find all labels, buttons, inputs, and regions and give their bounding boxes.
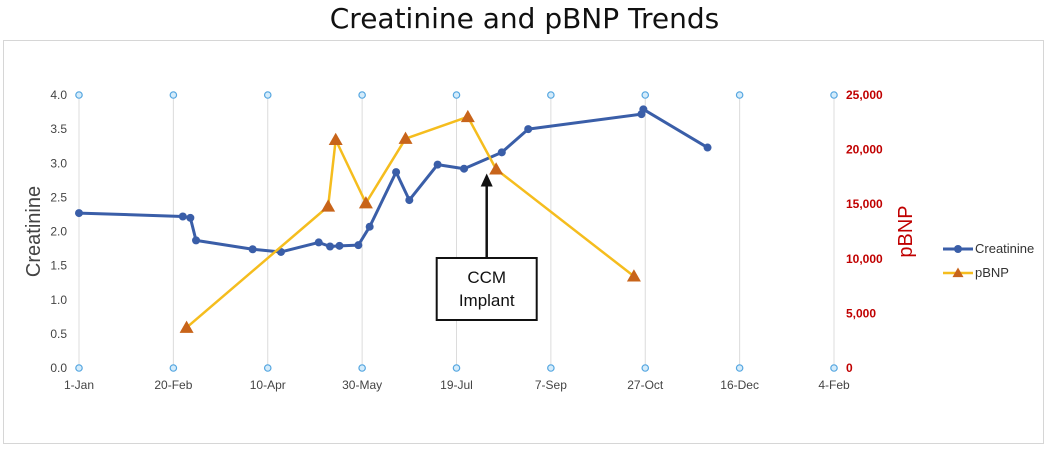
legend-label-pbnp: pBNP bbox=[975, 265, 1009, 280]
data-point-creatinine bbox=[314, 238, 323, 247]
data-point-creatinine bbox=[354, 241, 363, 250]
y-right-tick-label: 15,000 bbox=[846, 197, 883, 211]
grid-marker bbox=[358, 91, 366, 99]
data-point-pbnp bbox=[179, 320, 194, 333]
legend-marker-creatinine bbox=[954, 245, 962, 253]
series-line-pbnp bbox=[185, 115, 635, 329]
data-point-creatinine bbox=[248, 245, 257, 254]
grid-marker bbox=[358, 364, 366, 372]
data-point-creatinine bbox=[192, 236, 201, 245]
data-point-pbnp bbox=[328, 132, 343, 146]
y-left-tick-label: 1.0 bbox=[50, 293, 67, 307]
annotation-layer: CCM Implant bbox=[435, 173, 538, 321]
grid-layer bbox=[75, 91, 838, 372]
data-point-creatinine bbox=[405, 196, 414, 205]
grid-marker bbox=[169, 91, 178, 99]
data-point-pbnp bbox=[321, 199, 336, 212]
data-point-creatinine bbox=[75, 209, 83, 218]
x-tick-label: 7-Sep bbox=[535, 378, 567, 392]
grid-marker bbox=[641, 91, 650, 99]
x-tick-label: 16-Dec bbox=[720, 378, 759, 392]
grid-marker bbox=[452, 91, 461, 99]
chart-title: Creatinine and pBNP Trends bbox=[329, 2, 720, 35]
annotation-box bbox=[435, 257, 538, 321]
series-layer bbox=[75, 105, 712, 333]
data-point-creatinine bbox=[365, 222, 374, 231]
grid-marker bbox=[263, 91, 272, 99]
y-right-tick-label: 5,000 bbox=[846, 306, 876, 320]
y-left-tick-label: 2.5 bbox=[50, 190, 67, 204]
data-point-creatinine bbox=[460, 164, 469, 173]
y-left-axis-label: Creatinine bbox=[23, 186, 45, 277]
data-point-pbnp bbox=[489, 162, 504, 175]
x-tick-label: 30-May bbox=[342, 378, 382, 392]
y-left-tick-label: 4.0 bbox=[50, 88, 67, 102]
grid-marker bbox=[830, 364, 838, 372]
data-point-creatinine bbox=[433, 160, 442, 169]
x-tick-label: 4-Feb bbox=[818, 378, 850, 392]
data-point-pbnp bbox=[626, 269, 641, 282]
data-point-pbnp bbox=[358, 196, 373, 209]
grid-marker bbox=[547, 364, 555, 372]
chart-frame bbox=[3, 40, 1044, 444]
data-point-pbnp bbox=[460, 109, 475, 123]
data-point-creatinine bbox=[186, 213, 195, 222]
x-tick-label: 19-Jul bbox=[440, 378, 473, 392]
data-point-creatinine bbox=[178, 212, 187, 221]
data-point-creatinine bbox=[497, 148, 506, 157]
series-line-creatinine bbox=[78, 107, 709, 254]
data-point-creatinine bbox=[335, 241, 344, 250]
annotation-arrow-head bbox=[480, 173, 493, 187]
grid-marker bbox=[263, 364, 272, 372]
data-point-creatinine bbox=[703, 143, 712, 152]
annotation-text-line1: CCM bbox=[467, 268, 506, 287]
y-left-tick-label: 0.5 bbox=[50, 327, 67, 341]
grid-marker bbox=[735, 364, 744, 372]
x-tick-label: 27-Oct bbox=[627, 378, 664, 392]
x-tick-label: 1-Jan bbox=[64, 378, 94, 392]
y-left-tick-label: 0.0 bbox=[50, 361, 67, 375]
y-right-axis-label: pBNP bbox=[895, 205, 917, 257]
data-point-creatinine bbox=[392, 168, 401, 177]
y-right-tick-label: 20,000 bbox=[846, 143, 883, 157]
grid-marker bbox=[547, 91, 555, 99]
y-right-tick-label: 0 bbox=[846, 361, 853, 375]
legend-marker-pbnp bbox=[952, 267, 964, 278]
data-point-pbnp bbox=[398, 131, 413, 144]
y-left-tick-label: 3.5 bbox=[50, 122, 67, 136]
data-point-creatinine bbox=[326, 242, 335, 251]
data-point-creatinine bbox=[639, 105, 648, 114]
grid-marker bbox=[75, 364, 83, 372]
x-tick-label: 10-Apr bbox=[250, 378, 286, 392]
y-left-tick-label: 3.0 bbox=[50, 156, 67, 170]
grid-marker bbox=[735, 91, 744, 99]
legend-layer: Creatinine pBNP bbox=[943, 241, 1034, 280]
axis-layer: 1-Jan 20-Feb 10-Apr 30-May 19-Jul 7-Sep 27-Oct… bbox=[23, 88, 917, 392]
y-right-tick-label: 25,000 bbox=[846, 88, 883, 102]
y-left-tick-label: 2.0 bbox=[50, 225, 67, 239]
legend-label-creatinine: Creatinine bbox=[975, 241, 1034, 256]
grid-marker bbox=[169, 364, 178, 372]
annotation-text-line2: Implant bbox=[459, 291, 515, 310]
y-right-tick-label: 10,000 bbox=[846, 252, 883, 266]
grid-marker bbox=[75, 91, 83, 99]
x-tick-label: 20-Feb bbox=[154, 378, 192, 392]
grid-marker bbox=[641, 364, 650, 372]
y-left-tick-label: 1.5 bbox=[50, 259, 67, 273]
grid-marker bbox=[452, 364, 461, 372]
grid-marker bbox=[830, 91, 838, 99]
data-point-creatinine bbox=[524, 125, 533, 134]
